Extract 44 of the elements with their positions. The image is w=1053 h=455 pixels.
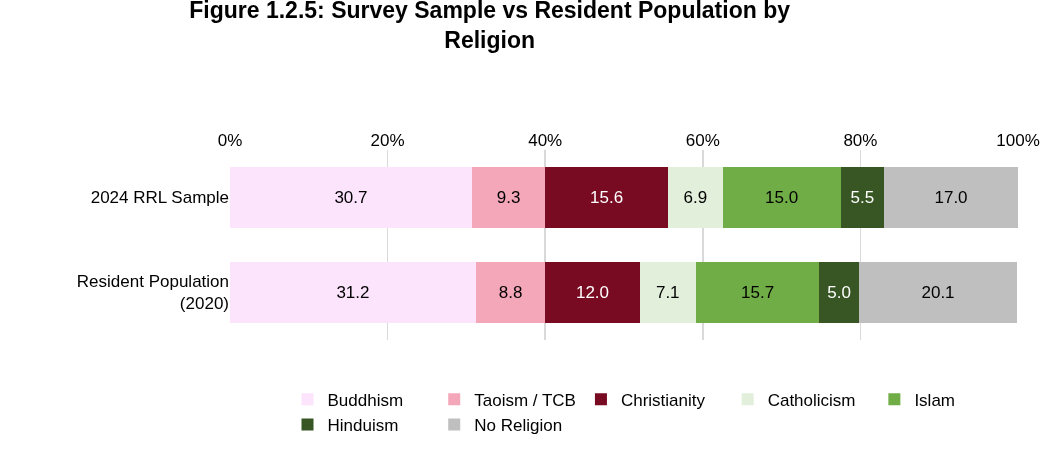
bar <box>230 167 472 228</box>
data-label: 8.8 <box>498 283 523 302</box>
bar <box>884 167 1018 228</box>
bar <box>639 262 696 323</box>
bar <box>545 167 669 228</box>
data-label: 9.3 <box>496 188 521 207</box>
y-tick-label: 2024 RRL Sample <box>90 188 229 208</box>
x-tick-label: 100% <box>996 130 1040 150</box>
legend-label: Islam <box>914 390 955 410</box>
bar <box>695 262 820 323</box>
legend-label: No Religion <box>474 416 563 436</box>
data-label: 6.9 <box>683 188 708 207</box>
x-tick-label: 60% <box>685 130 720 150</box>
bar <box>858 262 1018 323</box>
bar <box>545 262 640 323</box>
bar <box>722 167 841 228</box>
x-tick-label: 20% <box>370 130 405 150</box>
data-label: 30.7 <box>334 188 368 207</box>
y-tick-label: Resident Population (2020) <box>76 272 229 314</box>
bar <box>819 262 859 323</box>
data-label: 5.0 <box>827 283 851 302</box>
legend-label: Taoism / TCB <box>474 390 576 410</box>
data-label: 5.5 <box>850 188 875 207</box>
data-label: 15.7 <box>741 283 775 302</box>
legend-label: Buddhism <box>327 390 404 410</box>
bar <box>840 167 885 228</box>
bar <box>475 262 546 323</box>
bar <box>668 167 723 228</box>
x-tick-label: 80% <box>843 130 878 150</box>
data-label: 20.1 <box>921 283 955 302</box>
data-label: 17.0 <box>934 188 968 207</box>
data-label: 15.6 <box>590 188 624 207</box>
data-label: 15.0 <box>765 188 799 207</box>
data-label: 12.0 <box>575 283 610 302</box>
legend-label: Hinduism <box>327 416 399 436</box>
x-tick-label: 0% <box>217 130 243 150</box>
bar <box>471 167 546 228</box>
legend-label: Catholicism <box>767 390 856 410</box>
data-label: 7.1 <box>655 283 680 302</box>
x-tick-label: 40% <box>528 130 563 150</box>
chart-title: Figure 1.2.5: Survey Sample vs Resident Population by Religion <box>189 0 791 54</box>
legend-label: Christianity <box>620 390 706 410</box>
bar <box>230 262 476 323</box>
data-label: 31.2 <box>336 283 370 302</box>
